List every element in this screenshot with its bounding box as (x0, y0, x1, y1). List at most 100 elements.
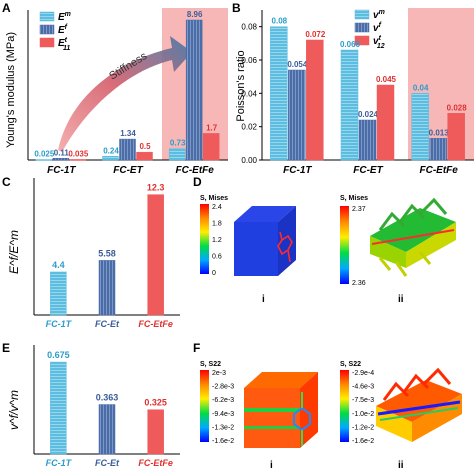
data-label: 0.11 (54, 148, 70, 157)
data-label: 0.013 (429, 128, 450, 137)
x-tick-label: FC-1T (46, 319, 73, 329)
colorbar (200, 204, 209, 274)
bar (50, 271, 67, 316)
bar (429, 138, 447, 161)
colorbar-tick-label: -9.4e-3 (212, 411, 234, 418)
bar (358, 119, 377, 161)
bars-a: 0.025 0.11 0.035 0.241.340.5 0.73 8.96 1.7 (34, 10, 220, 161)
bar (376, 84, 395, 161)
legend-swatch (39, 37, 55, 48)
y-axis-label-c: E^f/E^m (7, 230, 21, 274)
colorbar-tick-label: 2.37 (352, 206, 366, 213)
caption-i: i (262, 294, 265, 305)
x-tick-label: FC-EtFe (138, 319, 173, 329)
data-label: 0.072 (305, 30, 326, 39)
panel-letter-b: B (232, 1, 241, 15)
bar (50, 361, 67, 455)
legend-label-sup: m (379, 9, 385, 16)
data-label: 0.325 (144, 398, 167, 408)
colorbar-tick-label: 2.36 (352, 280, 366, 287)
colorbar-tick-label: -1.6e-2 (212, 438, 234, 445)
legend-label-sub: 11 (63, 45, 70, 52)
colorbar-tick-label: 2.4 (212, 204, 222, 211)
bar (411, 93, 429, 161)
colorbar (340, 206, 349, 284)
bar (147, 409, 164, 455)
data-label: 0.024 (358, 110, 379, 119)
data-label: 0.24 (103, 146, 119, 155)
data-label: 5.58 (98, 248, 116, 258)
colorbar-ticks: -2.9e-4 -4.6e-3 -7.5e-3 -1.0e-2 -1.2e-2 -1.6e… (352, 370, 374, 445)
panel-d: D S, Mises 2.4 1.8 1.2 0.6 0 i S, Mises 2.37… (193, 175, 456, 305)
colorbar-tick-label: 0 (212, 270, 216, 277)
bar (102, 156, 119, 161)
y-axis-label-e: v^f/v^m (7, 390, 21, 430)
y-tick-label: 0.08 (241, 23, 257, 32)
bar (119, 138, 136, 161)
caption-i: i (270, 460, 273, 471)
bar (168, 148, 186, 161)
bar (202, 133, 220, 161)
legend-label: vt 12 (373, 35, 385, 50)
panel-letter-a: A (2, 1, 11, 15)
colorbar-tick-label: -2.9e-4 (352, 370, 374, 377)
x-tick-label: FC-ET (353, 165, 383, 176)
fc-1t-model (234, 206, 296, 276)
legend-swatch (39, 24, 55, 35)
data-label: 0.08 (272, 17, 288, 26)
x-tick-label: FC-1T (46, 458, 73, 468)
data-label: 1.7 (206, 123, 218, 132)
bars-e: 0.675 0.363 0.325 (47, 350, 167, 455)
panel-e: E FC-1T FC-Et FC-EtFe 0.675 0.363 0.325 v^f/… (2, 341, 180, 468)
colorbar-tick-label: 0.6 (212, 254, 222, 261)
y-tick-label: 0.04 (241, 89, 257, 98)
legend-label-sup: t (65, 37, 68, 44)
panel-letter-c: C (2, 175, 11, 189)
bars-c: 4.4 5.58 12.3 (50, 183, 165, 316)
bar (35, 159, 53, 161)
y-axis-label-c-text: E^f/E^m (7, 230, 21, 274)
data-label: 8.96 (187, 10, 203, 19)
x-tick-label: FC-EtFe (419, 165, 458, 176)
bar (52, 158, 70, 161)
legend-label-base: E (58, 25, 65, 36)
data-label: 0.054 (287, 60, 308, 69)
bar (447, 113, 465, 161)
legend-label: Et 11 (58, 37, 70, 52)
legend-label: vm (373, 9, 385, 21)
legend-label-base: v (373, 10, 380, 21)
data-label: 12.3 (147, 183, 165, 193)
colorbar-title: S, Mises (200, 195, 228, 202)
fc-et-model (370, 197, 456, 277)
x-tick-label: FC-ET (113, 165, 143, 176)
x-tick-label: FC-EtFe (138, 458, 173, 468)
fc-et-strain-model (376, 367, 462, 442)
panel-c: C FC-1T FC-Et FC-EtFe 4.4 5.58 12.3 E^f/E^m (2, 175, 180, 329)
y-tick-label: 0.00 (241, 156, 257, 165)
legend-label-sup: f (65, 24, 68, 31)
legend-label-base: v (373, 36, 380, 47)
data-label: 0.5 (139, 142, 151, 151)
bar (69, 159, 87, 161)
legend-label: Ef (58, 24, 68, 36)
data-label: 0.363 (96, 393, 119, 403)
colorbar-tick-label: 2e-3 (212, 370, 226, 377)
fc-1t-strain-model (244, 372, 318, 448)
colorbar-tick-label: 1.8 (212, 221, 222, 228)
colorbar-tick-label: -1.0e-2 (352, 411, 374, 418)
colorbar-tick-label: -1.2e-2 (352, 424, 374, 431)
colorbar-tick-label: -1.6e-2 (352, 438, 374, 445)
colorbar-tick-label: -7.5e-3 (352, 397, 374, 404)
legend-label-sup: t (379, 35, 382, 42)
bar (185, 19, 203, 161)
bar (136, 151, 153, 161)
colorbar-tick-label: -1.3e-2 (212, 424, 234, 431)
colorbar-title: S, S22 (200, 361, 221, 368)
bar (147, 194, 164, 316)
colorbar-title: S, Mises (340, 195, 368, 202)
data-label: 0.028 (447, 103, 468, 112)
bar (98, 260, 116, 316)
